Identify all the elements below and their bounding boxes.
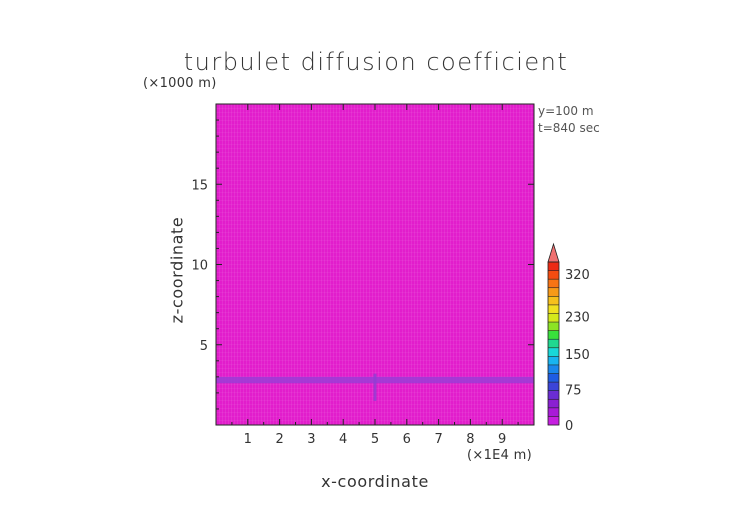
colorbar-segment [548, 356, 559, 366]
x-tick-label: 8 [466, 432, 474, 447]
colorbar-label: 150 [565, 348, 590, 363]
x-tick-label: 9 [498, 432, 506, 447]
plume-region [373, 373, 377, 401]
x-tick-label: 2 [275, 432, 283, 447]
colorbar-label: 0 [565, 419, 573, 434]
x-tick-label: 5 [371, 432, 379, 447]
colorbar-segment [548, 382, 559, 391]
chart-title: turbulet diffusion coefficient [183, 48, 569, 76]
z-tick-label: 10 [191, 259, 208, 274]
colorbar-label: 320 [565, 268, 590, 283]
colorbar-label: 75 [565, 384, 582, 399]
colorbar-label: 230 [565, 310, 590, 325]
x-tick-label: 4 [339, 432, 347, 447]
colorbar-segment [548, 279, 559, 289]
colorbar-segment [548, 270, 559, 280]
colorbar-segment [548, 407, 559, 417]
z-scale-note: (×1000 m) [143, 76, 217, 91]
colorbar-segment [548, 322, 559, 331]
x-axis-label: x-coordinate [321, 472, 429, 491]
annotation-y: y=100 m [538, 104, 594, 118]
colorbar-segment [548, 262, 559, 271]
colorbar-segment [548, 390, 559, 400]
x-tick-label: 1 [244, 432, 252, 447]
x-tick-label: 6 [403, 432, 411, 447]
colorbar-segment [548, 399, 559, 409]
field-texture-horizontal [216, 104, 534, 425]
colorbar-segment [548, 296, 559, 306]
x-tick-label: 7 [434, 432, 442, 447]
colorbar-segment [548, 330, 559, 340]
z-tick-label: 5 [200, 339, 208, 354]
colorbar-segment [548, 347, 559, 357]
z-tick-label: 15 [191, 178, 208, 193]
colorbar-segment [548, 364, 559, 374]
colorbar-segment [548, 313, 559, 323]
colorbar-segment [548, 373, 559, 383]
x-scale-note: (×1E4 m) [467, 448, 532, 463]
colorbar-segment [548, 339, 559, 349]
colorbar-segment [548, 304, 559, 314]
colorbar-segment [548, 416, 559, 426]
colorbar-frame [547, 261, 560, 426]
colorbar-extend-arrow [547, 242, 560, 263]
x-tick-label: 3 [307, 432, 315, 447]
colorbar-segment [548, 287, 559, 297]
annotation-t: t=840 sec [538, 121, 600, 135]
